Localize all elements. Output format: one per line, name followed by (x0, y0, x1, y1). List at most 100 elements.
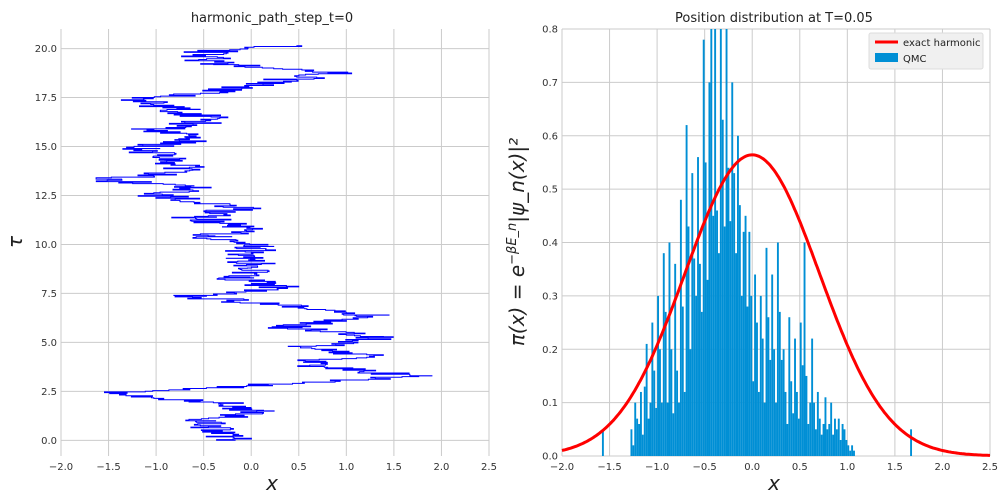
x-tick-label: −1.5 (96, 462, 120, 473)
histogram-bar (776, 242, 779, 456)
histogram-bar (851, 445, 854, 456)
histogram-bar (689, 349, 692, 456)
histogram-bar (666, 402, 669, 457)
histogram-bar (681, 306, 684, 456)
histogram-bar (910, 429, 913, 456)
y-tick-label: 20.0 (35, 44, 57, 55)
histogram-bar (773, 349, 776, 456)
histogram-bar (678, 402, 680, 457)
histogram-bar (695, 295, 698, 457)
histogram-bar (668, 242, 671, 456)
harmonic-path-line (95, 45, 433, 441)
x-tick-label: 0.0 (243, 462, 259, 473)
x-tick-label: 2.0 (934, 462, 950, 473)
histogram-bar (815, 429, 817, 456)
histogram-bar (719, 29, 722, 456)
histogram-bar (801, 365, 804, 456)
histogram-bar (601, 429, 604, 456)
x-tick-label: −1.0 (144, 462, 168, 473)
y-tick-label: 17.5 (35, 93, 57, 104)
y-tick-label: 0.6 (542, 131, 558, 142)
histogram-bar (697, 157, 699, 456)
y-tick-label: 10.0 (35, 240, 57, 251)
histogram-bar (649, 402, 652, 457)
histogram-bar (790, 381, 793, 456)
histogram-bar (839, 439, 842, 456)
x-tick-label: −1.0 (645, 462, 669, 473)
histogram-bar (727, 167, 730, 456)
histogram-bar (824, 397, 827, 456)
y-tick-label: 0.0 (41, 436, 57, 447)
path-plot-x-ticks: −2.0 −1.5 −1.0 −0.5 0.0 0.5 1.0 1.5 2.0 2.5 (49, 462, 497, 473)
histogram-bar (674, 263, 677, 456)
histogram-bar (740, 295, 743, 457)
histogram-bar (744, 215, 747, 456)
legend-exact-harmonic-label: exact harmonic (903, 38, 981, 49)
y-tick-label: 7.5 (41, 289, 57, 300)
path-plot-y-axis-label: τ (3, 235, 27, 248)
histogram-bar (841, 423, 844, 456)
histogram-bar (700, 311, 703, 456)
legend-qmc-swatch (875, 53, 898, 62)
x-tick-label: 0.0 (744, 462, 760, 473)
histogram-bar (767, 317, 770, 456)
histogram-bar (748, 231, 751, 456)
histogram-bar (721, 119, 724, 457)
exact-harmonic-curve (561, 153, 990, 457)
histogram-bar (679, 199, 682, 457)
histogram-bar (784, 391, 787, 456)
y-tick-label: 0.8 (542, 25, 558, 36)
histogram-bar (795, 391, 798, 456)
path-plot-x-axis-label: x (265, 471, 278, 495)
histogram-bar (830, 402, 833, 457)
histogram-bar (632, 445, 635, 456)
y-tick-label: 0.7 (542, 78, 558, 89)
histogram-bar (636, 418, 639, 456)
histogram-bar (742, 231, 745, 456)
histogram-bar (828, 423, 831, 456)
histogram-bar (738, 205, 741, 456)
histogram-bar (660, 402, 663, 457)
histogram-bar (725, 29, 728, 456)
distribution-plot-x-ticks: −2.0 −1.5 −1.0 −0.5 0.0 0.5 1.0 1.5 2.0 2.5 (550, 462, 998, 473)
y-tick-label: 2.5 (41, 387, 57, 398)
x-tick-label: 2.5 (982, 462, 998, 473)
x-tick-label: 0.5 (792, 462, 808, 473)
histogram-bar (746, 306, 749, 456)
histogram-bar (834, 418, 836, 456)
histogram-bar (717, 253, 720, 456)
histogram-bar (820, 434, 823, 456)
histogram-bar (634, 402, 637, 457)
histogram-bar (638, 423, 640, 456)
y-tick-label: 0.3 (542, 291, 558, 302)
histogram-bar (643, 386, 646, 456)
histogram-bar (782, 349, 785, 456)
histogram-bar (737, 135, 739, 456)
histogram-bar (653, 370, 656, 456)
histogram-bar (813, 402, 815, 457)
x-tick-label: 1.0 (338, 462, 354, 473)
histogram-bar (835, 429, 838, 456)
histogram-bar (704, 162, 707, 456)
legend: exact harmonic QMC (868, 32, 984, 70)
histogram-bar (712, 215, 715, 456)
x-tick-label: −0.5 (693, 462, 717, 473)
histogram-bar (710, 29, 713, 456)
x-tick-label: −0.5 (192, 462, 216, 473)
histogram-bar (765, 247, 768, 456)
histogram-bar (797, 418, 800, 456)
x-tick-label: 0.5 (291, 462, 307, 473)
histogram-bar (780, 359, 783, 456)
distribution-plot-y-axis-label: π(x) = e−βE_n|ψ_n(x)|² (505, 138, 529, 346)
histogram-bar (756, 322, 758, 456)
histogram-bar (809, 402, 812, 457)
histogram-bar (687, 226, 690, 456)
distribution-plot: −2.0 −1.5 −1.0 −0.5 0.0 0.5 1.0 1.5 2.0 2.5 0.00.… (505, 11, 998, 495)
y-tick-label: 0.1 (542, 398, 558, 409)
x-tick-label: −2.0 (550, 462, 574, 473)
path-plot-y-ticks: 0.0 2.5 5.0 7.5 10.0 12.5 15.0 17.5 20.0 (35, 44, 57, 447)
distribution-plot-y-ticks: 0.0 0.1 0.2 0.3 0.4 0.5 0.6 0.7 0.8 (542, 25, 558, 463)
histogram-bar (792, 413, 795, 456)
distribution-plot-x-axis-label: x (767, 471, 780, 495)
histogram-bar (716, 210, 718, 456)
